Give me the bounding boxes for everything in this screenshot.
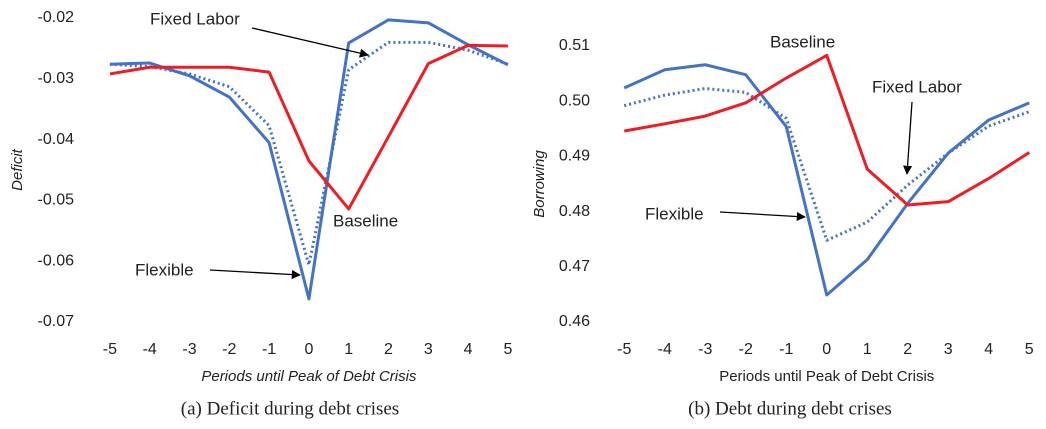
x-tick-label: 5 [503, 341, 512, 358]
series-label: Fixed Labor [872, 77, 962, 96]
y-tick-label: -0.07 [38, 313, 75, 330]
x-tick-label: 3 [944, 341, 953, 358]
y-tick-label: -0.04 [38, 131, 75, 148]
x-tick-label: 2 [384, 341, 393, 358]
series-label: Baseline [770, 32, 835, 51]
x-tick-label: -3 [182, 341, 196, 358]
series-line [109, 43, 508, 211]
y-axis-title: Deficit [9, 148, 26, 191]
series-line [623, 53, 1031, 207]
x-axis-title: Periods until Peak of Debt Crisis [719, 368, 934, 385]
series-line [623, 87, 1030, 242]
x-tick-label: 3 [424, 341, 433, 358]
x-tick-label: 4 [464, 341, 473, 358]
y-tick-label: -0.06 [38, 252, 75, 269]
y-tick-label: -0.02 [38, 9, 75, 26]
y-tick-label: 0.51 [559, 37, 590, 54]
x-tick-label: 1 [863, 341, 872, 358]
y-tick-label: -0.03 [38, 70, 75, 87]
y-tick-label: -0.05 [38, 192, 75, 209]
y-tick-label: 0.48 [559, 203, 590, 220]
series-label: Flexible [645, 204, 704, 223]
series-label: Fixed Labor [150, 9, 240, 28]
series-label: Baseline [333, 211, 398, 230]
series-line [623, 63, 1030, 297]
x-tick-label: 5 [1025, 341, 1034, 358]
x-tick-label: -2 [739, 341, 753, 358]
x-tick-label: -4 [143, 341, 157, 358]
x-tick-label: -1 [262, 341, 276, 358]
x-tick-label: 1 [344, 341, 353, 358]
annotation-arrow [719, 211, 806, 222]
annotation-arrow [251, 27, 369, 58]
caption: (b) Debt during debt crises [688, 398, 892, 419]
y-tick-label: 0.50 [559, 92, 590, 109]
x-tick-label: -5 [617, 341, 631, 358]
annotation-arrow [903, 101, 913, 175]
y-tick-label: 0.47 [559, 258, 590, 275]
annotation-arrow [209, 269, 301, 280]
x-tick-label: -1 [779, 341, 793, 358]
x-tick-label: 0 [822, 341, 831, 358]
x-tick-label: -5 [103, 341, 117, 358]
y-tick-label: 0.49 [559, 148, 590, 165]
series-line [109, 40, 509, 267]
x-tick-label: -4 [658, 341, 672, 358]
x-tick-label: -3 [698, 341, 712, 358]
series-label: Flexible [135, 260, 194, 279]
y-axis-title: Borrowing [531, 150, 548, 218]
x-tick-label: 0 [304, 341, 313, 358]
x-tick-label: -2 [222, 341, 236, 358]
x-axis-title: Periods until Peak of Debt Crisis [201, 368, 417, 385]
y-tick-label: 0.46 [559, 313, 590, 330]
x-tick-label: 2 [903, 341, 912, 358]
x-tick-label: 4 [984, 341, 993, 358]
caption: (a) Deficit during debt crises [181, 398, 399, 419]
